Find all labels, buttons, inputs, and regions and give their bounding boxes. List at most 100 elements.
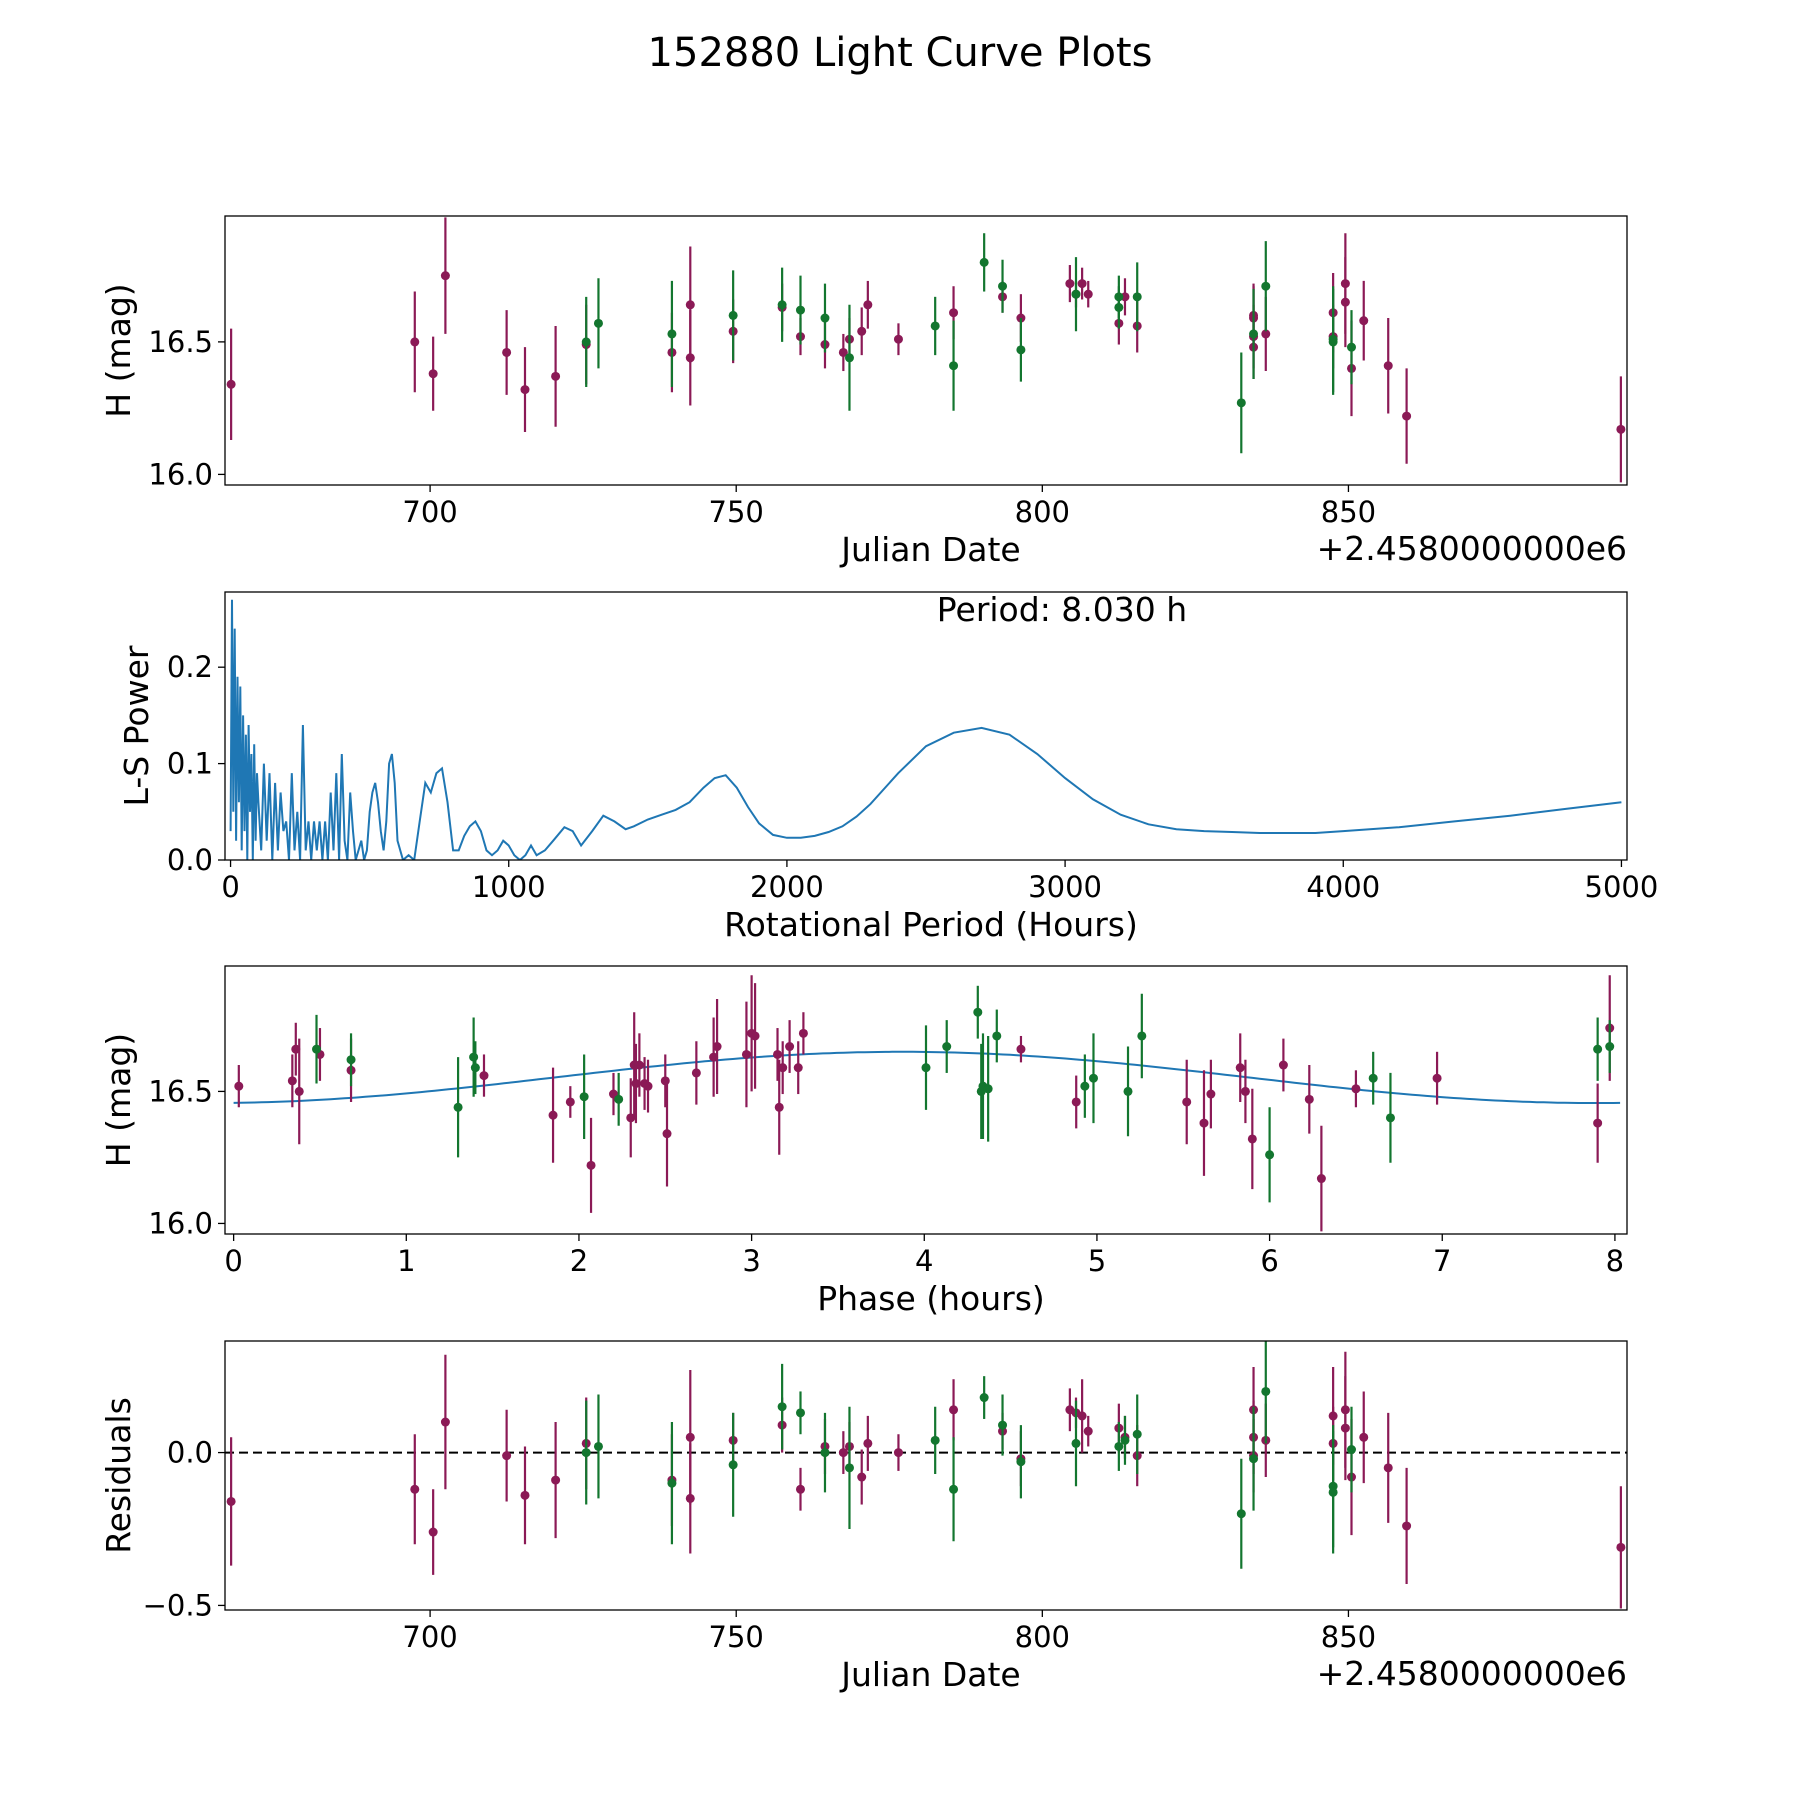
- x-axis-label: Julian Date: [839, 1655, 1021, 1694]
- data-point: [226, 1496, 236, 1506]
- data-point: [579, 1092, 589, 1102]
- data-point: [949, 361, 959, 371]
- x-tick-label: 8: [1606, 1244, 1624, 1278]
- data-point: [470, 1063, 480, 1073]
- data-point: [893, 334, 903, 344]
- data-point: [1016, 1044, 1026, 1054]
- data-point: [820, 1448, 830, 1458]
- y-tick-label: 0.0: [167, 1436, 213, 1470]
- y-tick-label: 0.0: [167, 843, 213, 877]
- data-point: [1247, 1134, 1257, 1144]
- y-tick-label: 16.0: [148, 1206, 213, 1240]
- x-axis-label: Julian Date: [839, 530, 1021, 569]
- data-point: [973, 1007, 983, 1017]
- data-point: [992, 1031, 1002, 1041]
- data-point: [685, 1432, 695, 1442]
- y-tick-label: 16.5: [148, 1074, 213, 1108]
- period-annotation: Period: 8.030 h: [937, 590, 1187, 629]
- data-point: [777, 300, 787, 310]
- data-point: [1328, 1487, 1338, 1497]
- light-curve-plot-area: [226, 217, 1626, 483]
- data-point: [712, 1042, 722, 1052]
- data-point: [1383, 1463, 1393, 1473]
- x-tick-label: 0: [224, 1244, 242, 1278]
- data-point: [626, 1113, 636, 1123]
- data-point: [1359, 316, 1369, 326]
- data-point: [1120, 1435, 1130, 1445]
- x-tick-label: 850: [1321, 495, 1376, 529]
- series-band-B: [581, 233, 1356, 454]
- data-point: [548, 1110, 558, 1120]
- phase-fold-plot-area: [233, 975, 1621, 1232]
- data-point: [1261, 329, 1271, 339]
- data-point: [502, 1451, 512, 1461]
- data-point: [1368, 1073, 1378, 1083]
- data-point: [685, 300, 695, 310]
- data-point: [728, 1460, 738, 1470]
- data-point: [1304, 1094, 1314, 1104]
- x-tick-label: 2: [570, 1244, 588, 1278]
- data-point: [581, 337, 591, 347]
- data-point: [1316, 1174, 1326, 1184]
- series-band-A: [226, 217, 1626, 483]
- x-tick-label: 850: [1321, 1620, 1376, 1654]
- data-point: [1114, 1441, 1124, 1451]
- data-point: [1016, 345, 1026, 355]
- data-point: [1249, 1454, 1259, 1464]
- data-point: [1123, 1086, 1133, 1096]
- data-point: [226, 379, 236, 389]
- x-tick-label: 1000: [472, 870, 546, 904]
- data-point: [660, 1076, 670, 1086]
- data-point: [741, 1049, 751, 1059]
- data-point: [502, 347, 512, 357]
- data-point: [428, 1527, 438, 1537]
- data-point: [1402, 1521, 1412, 1531]
- data-point: [795, 1408, 805, 1418]
- data-point: [838, 1448, 848, 1458]
- y-tick-label: 0.1: [167, 747, 213, 781]
- data-point: [857, 1472, 867, 1482]
- periodogram-line: [229, 599, 1622, 860]
- data-point: [820, 313, 830, 323]
- data-point: [1240, 1086, 1250, 1096]
- data-point: [479, 1071, 489, 1081]
- x-axis-label: Phase (hours): [817, 1279, 1045, 1318]
- data-point: [643, 1081, 653, 1091]
- residuals-panel: 700 750 800 850 −0.5 0.0 Julian Date Residuals +…: [99, 1340, 1628, 1694]
- data-point: [774, 1102, 784, 1112]
- data-point: [1340, 297, 1350, 307]
- data-point: [838, 347, 848, 357]
- data-point: [1236, 1509, 1246, 1519]
- data-point: [634, 1060, 644, 1070]
- data-point: [979, 257, 989, 267]
- data-point: [1432, 1073, 1442, 1083]
- x-tick-label: 5000: [1585, 870, 1659, 904]
- data-point: [312, 1044, 322, 1054]
- x-axis-label: Rotational Period (Hours): [724, 905, 1138, 944]
- data-point: [1132, 1429, 1142, 1439]
- data-point: [857, 326, 867, 336]
- data-point: [1616, 424, 1626, 434]
- periodogram-panel: 0 1000 2000 3000 4000 5000 0.0 0.1 0.2 Rotational…: [117, 590, 1658, 944]
- data-point: [1071, 1438, 1081, 1448]
- data-point: [1605, 1042, 1615, 1052]
- data-point: [893, 1448, 903, 1458]
- data-point: [1206, 1089, 1216, 1099]
- series-band-A: [226, 1351, 1626, 1609]
- x-tick-label: 3: [742, 1244, 760, 1278]
- x-offset-label: +2.4580000000e6: [1317, 529, 1627, 568]
- axes-frame: [224, 215, 1628, 486]
- data-point: [777, 1402, 787, 1412]
- axes-frame: [224, 1340, 1628, 1611]
- data-point: [998, 1420, 1008, 1430]
- y-axis-label: H (mag): [99, 283, 138, 417]
- data-point: [1088, 1073, 1098, 1083]
- data-point: [685, 353, 695, 363]
- x-offset-label: +2.4580000000e6: [1317, 1654, 1627, 1693]
- data-point: [949, 308, 959, 318]
- data-point: [949, 1484, 959, 1494]
- data-point: [691, 1068, 701, 1078]
- data-point: [1328, 337, 1338, 347]
- data-point: [1080, 1081, 1090, 1091]
- data-point: [291, 1044, 301, 1054]
